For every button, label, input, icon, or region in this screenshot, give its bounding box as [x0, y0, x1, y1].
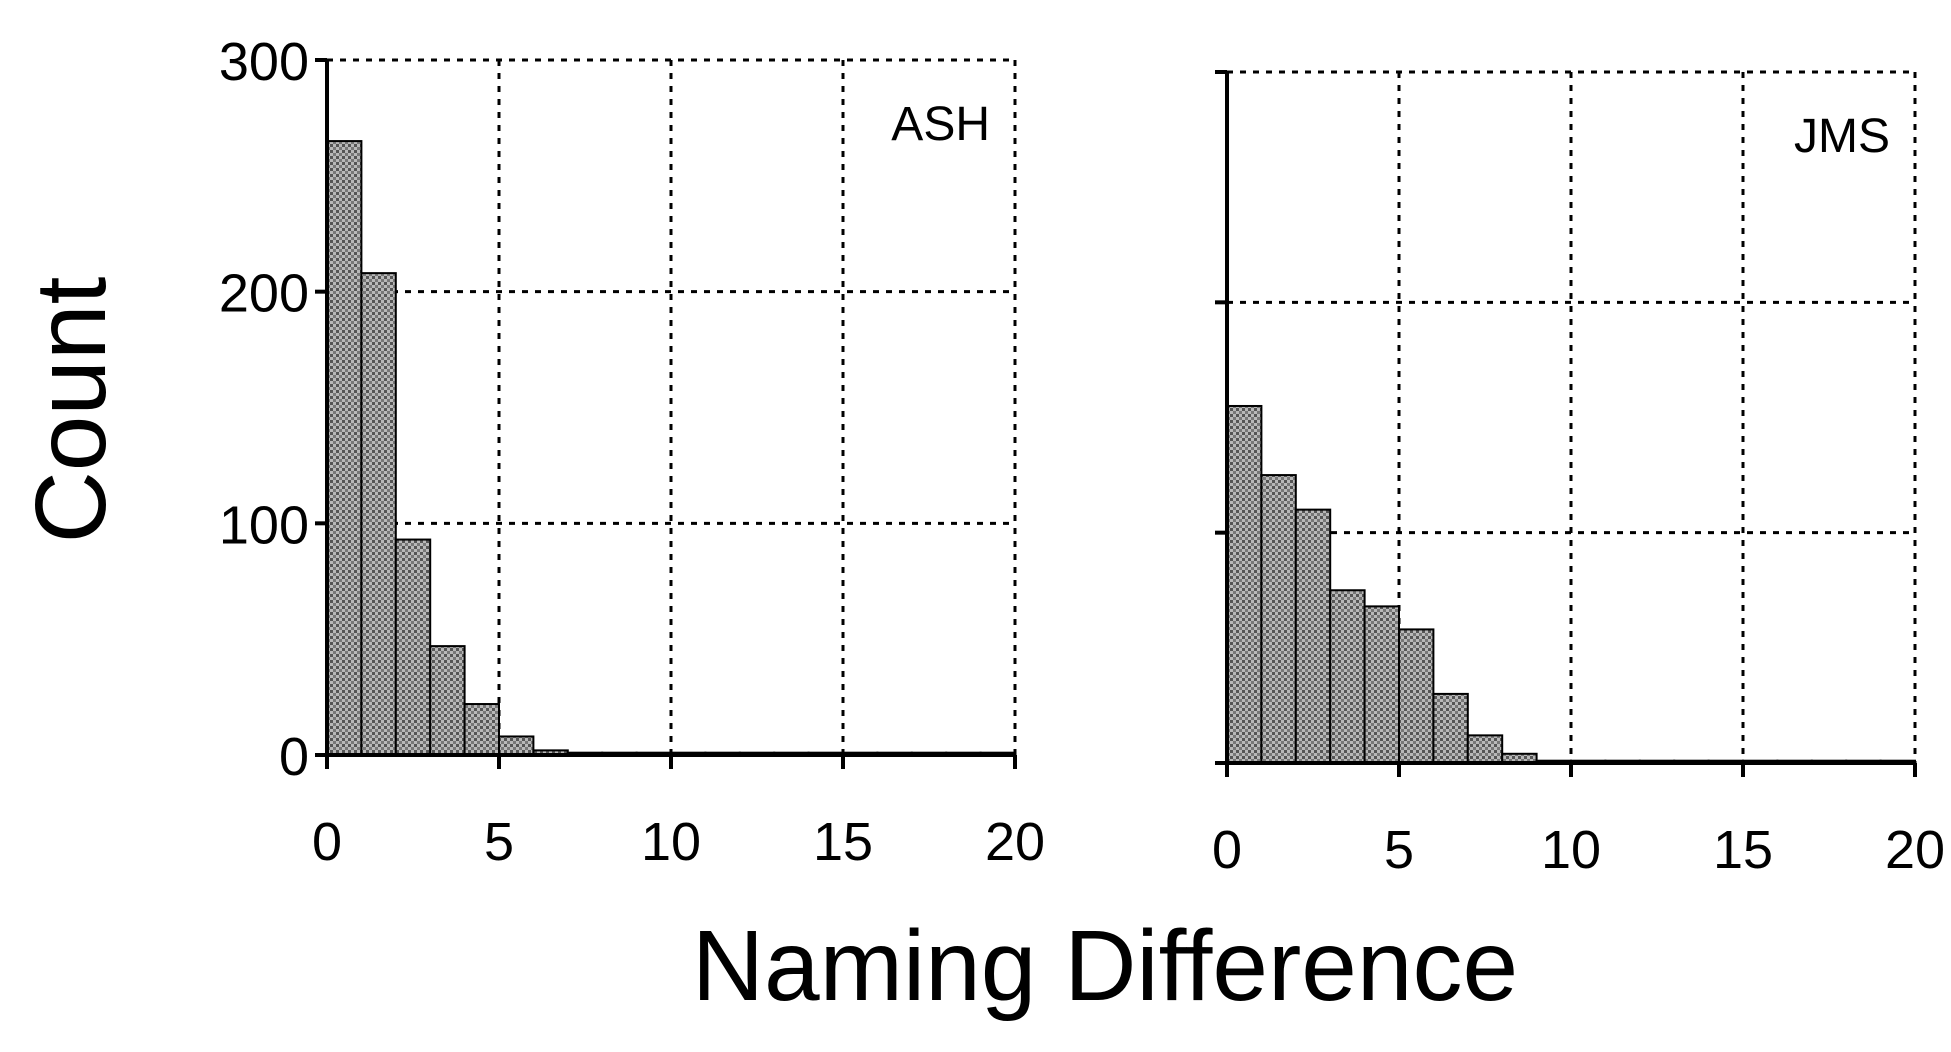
- x-tick-label: 10: [641, 812, 701, 872]
- bar: [1294, 508, 1332, 764]
- x-tick-label: 0: [1212, 820, 1242, 880]
- bar: [1329, 589, 1366, 764]
- bar: [394, 538, 432, 756]
- x-tick-label: 0: [312, 812, 342, 872]
- bar: [360, 272, 397, 756]
- bar: [1432, 692, 1469, 765]
- x-tick-label: 15: [813, 812, 873, 872]
- panel-label: ASH: [891, 98, 990, 151]
- bar: [1363, 605, 1400, 765]
- bar: [498, 735, 535, 757]
- x-tick-label: 20: [985, 812, 1045, 872]
- bar: [1226, 404, 1263, 764]
- x-tick-label: 20: [1885, 820, 1945, 880]
- y-tick-label: 0: [279, 727, 309, 787]
- panel-jms: 0 5 10 15 20 JMS: [1212, 70, 1945, 880]
- x-tick-label: 5: [484, 812, 514, 872]
- y-tick-label: 300: [219, 32, 309, 92]
- bar: [429, 645, 466, 756]
- y-axis-label: Count: [15, 276, 127, 543]
- x-axis-label: Naming Difference: [692, 910, 1518, 1022]
- bar: [463, 703, 501, 756]
- panel-label: JMS: [1794, 110, 1890, 163]
- x-tick-label: 15: [1713, 820, 1773, 880]
- x-tick-label: 5: [1384, 820, 1414, 880]
- bar: [326, 140, 363, 757]
- bar: [1260, 474, 1297, 764]
- bar: [1398, 628, 1435, 765]
- y-tick-label: 100: [219, 495, 309, 555]
- x-tick-label: 10: [1541, 820, 1601, 880]
- y-tick-label: 200: [219, 264, 309, 324]
- bar: [1466, 734, 1504, 764]
